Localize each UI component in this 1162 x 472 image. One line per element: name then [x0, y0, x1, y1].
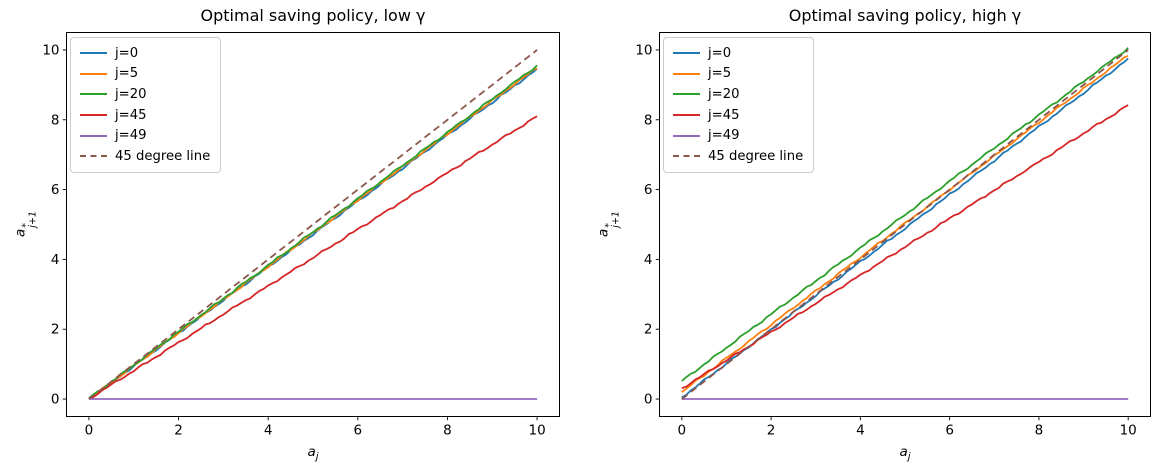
xlabel-sub: j — [315, 451, 319, 463]
y-tick-label: 0 — [644, 392, 653, 408]
legend-label: j=5 — [115, 66, 139, 82]
ylabel-supsub: * j+1 — [21, 211, 40, 228]
x-tick-label: 0 — [678, 423, 687, 439]
y-tick-label: 10 — [42, 42, 59, 58]
legend-label: 45 degree line — [115, 148, 211, 164]
legend-label: j=20 — [115, 86, 147, 102]
legend-item: j=0 — [673, 43, 803, 64]
legend-left: j=0 j=5 j=20 j=45 j=49 45 degree line — [70, 37, 222, 173]
x-tick-label: 10 — [1120, 423, 1137, 439]
x-tick-label: 8 — [1035, 423, 1044, 439]
y-tick-label: 0 — [51, 392, 60, 408]
legend-line-sample — [673, 134, 700, 137]
x-tick-label: 10 — [528, 423, 545, 439]
ylabel-sub: j+1 — [611, 211, 623, 228]
x-axis-label-right: aj — [899, 444, 910, 463]
legend-line-sample — [673, 52, 700, 55]
x-tick-label: 6 — [945, 423, 954, 439]
legend-item: j=45 — [80, 105, 210, 126]
legend-item: 45 degree line — [80, 146, 210, 167]
legend-label: j=0 — [115, 45, 139, 61]
y-tick-label: 6 — [644, 182, 653, 198]
legend-label: j=45 — [708, 107, 740, 123]
y-tick-label: 4 — [644, 252, 653, 268]
legend-label: j=5 — [708, 66, 732, 82]
legend-item: j=20 — [673, 84, 803, 105]
xlabel-base: a — [307, 444, 316, 460]
legend-line-sample — [673, 72, 700, 75]
legend-item: 45 degree line — [673, 146, 803, 167]
y-tick-label: 2 — [51, 322, 60, 338]
y-axis-label-left: a * j+1 — [12, 211, 40, 237]
legend-line-sample — [673, 155, 700, 158]
legend-line-sample — [80, 114, 107, 117]
xlabel-sub: j — [907, 451, 911, 463]
plot-title-high-gamma: Optimal saving policy, high γ — [788, 6, 1022, 25]
x-tick-label: 4 — [264, 423, 273, 439]
ylabel-supsub: * j+1 — [604, 211, 623, 228]
legend-label: j=49 — [115, 128, 147, 144]
legend-line-sample — [80, 93, 107, 96]
y-tick-label: 2 — [644, 322, 653, 338]
series-line-j=20 — [681, 47, 1129, 382]
y-axis-label-right: a * j+1 — [595, 211, 623, 237]
legend-line-sample — [673, 114, 700, 117]
axes-spines — [66, 32, 560, 417]
legend-label: j=49 — [708, 128, 740, 144]
legend-item: j=45 — [673, 105, 803, 126]
axes-1: 0 2 4 6 8 10 0 2 4 6 8 10 — [635, 32, 1151, 439]
xlabel-base: a — [899, 444, 908, 460]
legend-line-sample — [80, 155, 107, 158]
legend-right: j=0 j=5 j=20 j=45 j=49 45 degree line — [663, 37, 815, 173]
x-tick-label: 0 — [85, 423, 94, 439]
y-tick-label: 8 — [51, 112, 60, 128]
ylabel-sub: j+1 — [28, 211, 40, 228]
legend-label: j=45 — [115, 107, 147, 123]
legend-label: j=20 — [708, 86, 740, 102]
legend-line-sample — [673, 93, 700, 96]
series-line-j=45 — [88, 115, 538, 400]
legend-label: 45 degree line — [708, 148, 804, 164]
y-tick-label: 4 — [51, 252, 60, 268]
x-axis-label-left: aj — [307, 444, 318, 463]
series-line-j=5 — [681, 54, 1129, 393]
x-tick-label: 8 — [443, 423, 452, 439]
legend-line-sample — [80, 72, 107, 75]
legend-item: j=0 — [80, 43, 210, 64]
x-tick-label: 4 — [856, 423, 865, 439]
y-tick-label: 8 — [644, 112, 653, 128]
legend-label: j=0 — [708, 45, 732, 61]
x-tick-label: 6 — [354, 423, 363, 439]
x-tick-label: 2 — [174, 423, 183, 439]
x-tick-label: 2 — [767, 423, 776, 439]
legend-item: j=5 — [80, 64, 210, 85]
y-tick-label: 10 — [635, 42, 652, 58]
series-line-45 degree line — [88, 49, 538, 400]
plot-title-low-gamma: Optimal saving policy, low γ — [200, 6, 426, 25]
legend-item: j=5 — [673, 64, 803, 85]
legend-item: j=49 — [673, 125, 803, 146]
legend-line-sample — [80, 52, 107, 55]
ylabel-base: a — [12, 228, 29, 237]
y-tick-label: 6 — [51, 182, 60, 198]
legend-item: j=20 — [80, 84, 210, 105]
axes-spines — [659, 32, 1151, 417]
series-line-j=20 — [88, 64, 538, 399]
series-line-45 degree line — [681, 49, 1129, 400]
legend-item: j=49 — [80, 125, 210, 146]
axes-0: 0 2 4 6 8 10 0 2 4 6 8 10 — [42, 32, 560, 439]
legend-line-sample — [80, 134, 107, 137]
ylabel-base: a — [595, 228, 612, 237]
